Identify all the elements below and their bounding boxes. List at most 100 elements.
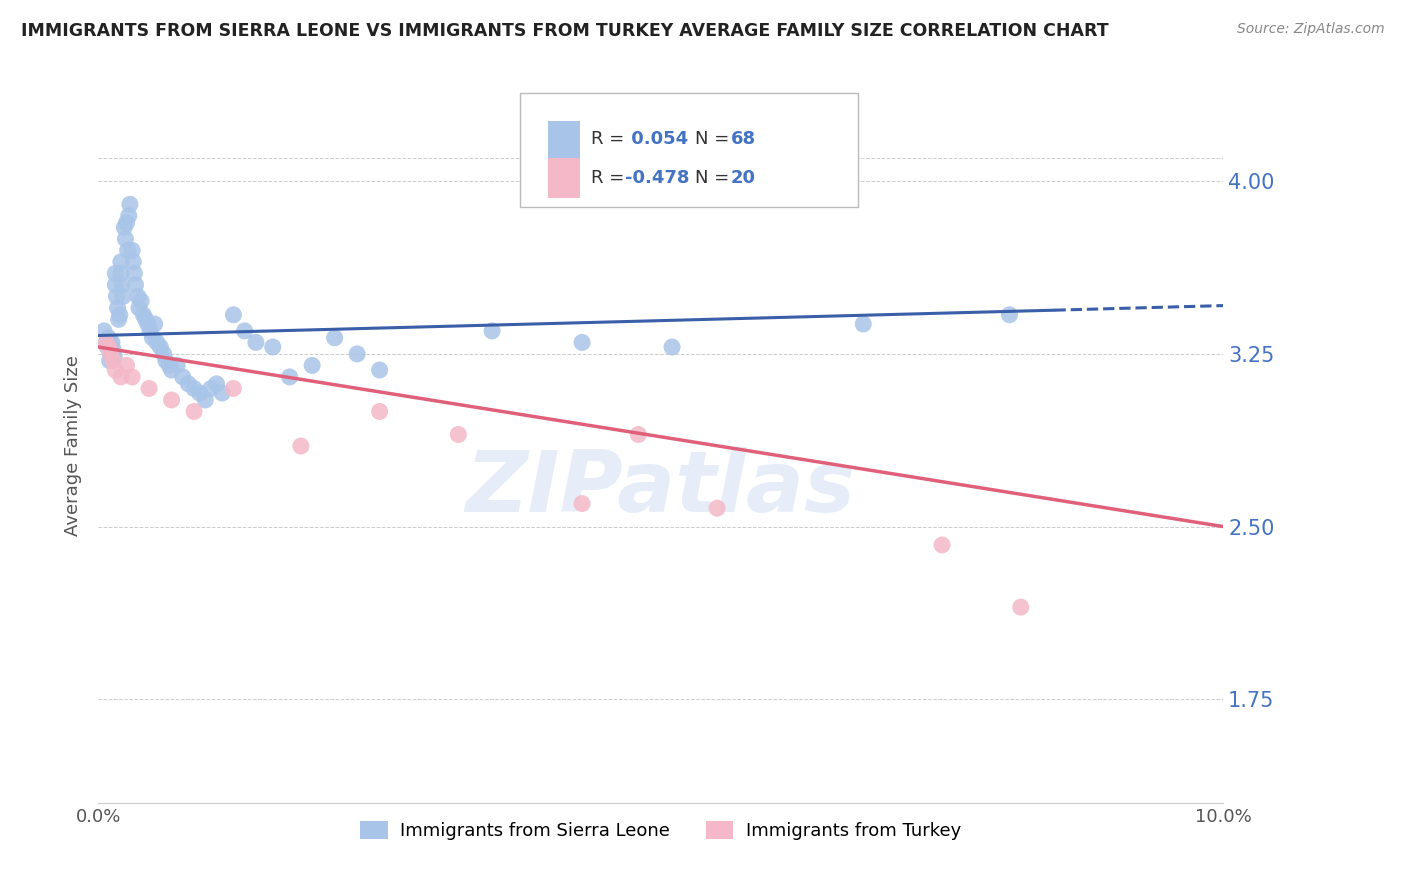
Text: Source: ZipAtlas.com: Source: ZipAtlas.com xyxy=(1237,22,1385,37)
Point xyxy=(112,289,135,303)
Point xyxy=(177,376,200,391)
Point xyxy=(139,324,162,338)
Point xyxy=(122,255,145,269)
Point xyxy=(571,335,593,350)
Text: IMMIGRANTS FROM SIERRA LEONE VS IMMIGRANTS FROM TURKEY AVERAGE FAMILY SIZE CORRE: IMMIGRANTS FROM SIERRA LEONE VS IMMIGRAN… xyxy=(21,22,1109,40)
Point xyxy=(152,347,174,361)
FancyBboxPatch shape xyxy=(548,121,579,161)
Point xyxy=(115,359,138,373)
Point xyxy=(97,340,120,354)
Point xyxy=(110,255,132,269)
Point xyxy=(143,317,166,331)
Point xyxy=(93,324,115,338)
Point xyxy=(194,392,217,407)
Text: R =: R = xyxy=(591,130,624,148)
Point xyxy=(121,244,143,258)
Point xyxy=(124,266,146,280)
Point xyxy=(661,340,683,354)
Point xyxy=(183,404,205,418)
Point xyxy=(998,308,1021,322)
Point xyxy=(132,308,155,322)
Point xyxy=(233,324,256,338)
Point xyxy=(97,331,120,345)
Point xyxy=(101,335,124,350)
Point xyxy=(96,335,118,350)
Point xyxy=(124,277,146,292)
Point xyxy=(245,335,267,350)
Point xyxy=(111,277,134,292)
Point xyxy=(96,340,118,354)
Point xyxy=(114,232,136,246)
Point xyxy=(118,209,141,223)
Point xyxy=(200,381,222,395)
Point xyxy=(290,439,312,453)
Point xyxy=(107,301,129,315)
Point xyxy=(112,220,135,235)
Point xyxy=(222,308,245,322)
Point xyxy=(104,277,127,292)
Point xyxy=(278,370,301,384)
Point xyxy=(107,312,129,326)
Point xyxy=(368,404,391,418)
Y-axis label: Average Family Size: Average Family Size xyxy=(63,356,82,536)
Point xyxy=(105,289,128,303)
Point xyxy=(481,324,503,338)
Point xyxy=(172,370,194,384)
Text: 0.054: 0.054 xyxy=(624,130,688,148)
Point xyxy=(160,392,183,407)
Point xyxy=(627,427,650,442)
Point xyxy=(101,354,124,368)
Point xyxy=(160,363,183,377)
Point xyxy=(96,335,118,350)
Point xyxy=(98,354,121,368)
Text: -0.478: -0.478 xyxy=(624,169,689,187)
Point xyxy=(121,370,143,384)
Point xyxy=(155,354,177,368)
Point xyxy=(368,363,391,377)
Legend: Immigrants from Sierra Leone, Immigrants from Turkey: Immigrants from Sierra Leone, Immigrants… xyxy=(353,814,969,847)
Point xyxy=(115,216,138,230)
Point xyxy=(447,427,470,442)
Point xyxy=(100,347,122,361)
Point xyxy=(166,359,188,373)
Point xyxy=(135,312,157,326)
Point xyxy=(103,349,125,363)
Point xyxy=(138,381,160,395)
Text: N =: N = xyxy=(695,169,728,187)
FancyBboxPatch shape xyxy=(520,93,858,207)
Point xyxy=(128,301,150,315)
Point xyxy=(222,381,245,395)
Text: 20: 20 xyxy=(731,169,755,187)
Point xyxy=(104,363,127,377)
Point xyxy=(323,331,346,345)
Point xyxy=(1010,600,1032,615)
Point xyxy=(931,538,953,552)
Point xyxy=(127,289,149,303)
Point xyxy=(571,497,593,511)
Text: ZIPatlas: ZIPatlas xyxy=(465,447,856,531)
Point xyxy=(98,335,121,350)
Point xyxy=(346,347,368,361)
Point xyxy=(129,293,152,308)
Point xyxy=(706,501,728,516)
Point xyxy=(101,343,124,357)
Point xyxy=(188,386,211,401)
Text: N =: N = xyxy=(695,130,728,148)
Point xyxy=(262,340,284,354)
Point xyxy=(100,347,122,361)
Point xyxy=(136,317,159,331)
Point xyxy=(149,340,172,354)
Text: 68: 68 xyxy=(731,130,755,148)
FancyBboxPatch shape xyxy=(548,159,579,198)
Point xyxy=(108,308,131,322)
Point xyxy=(211,386,233,401)
Point xyxy=(110,370,132,384)
Point xyxy=(205,376,228,391)
Text: R =: R = xyxy=(591,169,624,187)
Point xyxy=(110,266,132,280)
Point xyxy=(157,359,180,373)
Point xyxy=(146,335,169,350)
Point xyxy=(104,266,127,280)
Point xyxy=(183,381,205,395)
Point xyxy=(117,244,139,258)
